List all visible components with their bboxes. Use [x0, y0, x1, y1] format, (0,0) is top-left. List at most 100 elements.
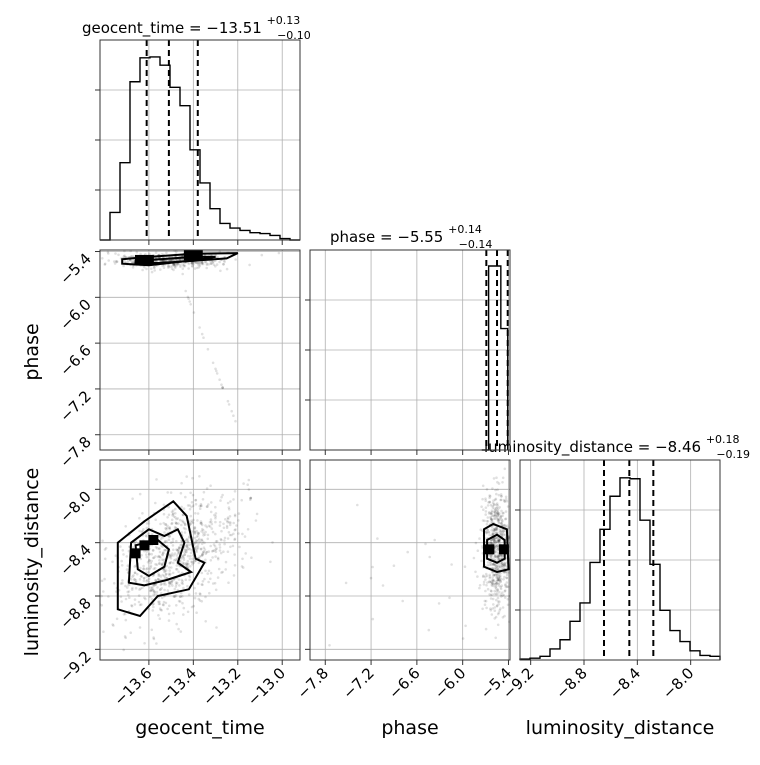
scatter-point	[494, 581, 498, 584]
scatter-point	[155, 478, 158, 481]
scatter-point	[147, 571, 150, 574]
scatter-point	[500, 520, 504, 524]
scatter-point	[180, 557, 183, 560]
scatter-point	[122, 255, 126, 258]
scatter-point	[145, 526, 149, 530]
scatter-point	[189, 491, 192, 495]
scatter-point	[168, 555, 172, 559]
scatter-point	[183, 531, 187, 534]
scatter-point	[145, 555, 149, 559]
scatter-point	[494, 511, 497, 515]
scatter-point	[204, 260, 207, 264]
scatter-point	[493, 554, 497, 558]
scatter-point	[171, 514, 174, 517]
scatter-point	[498, 539, 502, 542]
scatter-point	[499, 515, 503, 519]
scatter-point	[140, 554, 143, 557]
scatter-point	[191, 476, 194, 480]
scatter-point	[498, 539, 501, 543]
scatter-point	[495, 550, 498, 554]
scatter-point	[160, 587, 163, 590]
scatter-point	[164, 583, 167, 586]
scatter-point	[195, 547, 199, 551]
scatter-point	[133, 578, 136, 581]
scatter-point	[217, 567, 221, 571]
scatter-point	[168, 582, 171, 586]
scatter-point	[204, 569, 207, 572]
scatter-point	[174, 507, 177, 511]
scatter-point	[192, 311, 196, 314]
scatter-point	[495, 540, 498, 543]
scatter-point	[497, 554, 500, 558]
density-cell	[183, 250, 194, 261]
scatter-point	[150, 588, 153, 592]
scatter-point	[173, 264, 177, 267]
scatter-point	[427, 628, 431, 632]
scatter-point	[493, 606, 497, 609]
scatter-point	[153, 266, 156, 270]
scatter-point	[178, 584, 181, 587]
scatter-point	[192, 518, 195, 522]
scatter-point	[114, 259, 118, 263]
scatter-point	[495, 526, 498, 529]
scatter-point	[497, 577, 500, 581]
scatter-point	[195, 540, 199, 543]
scatter-point	[209, 484, 212, 488]
scatter-point	[205, 550, 209, 554]
scatter-point	[179, 491, 183, 495]
scatter-point	[156, 586, 159, 589]
scatter-point	[484, 499, 488, 503]
scatter-point	[219, 537, 223, 541]
scatter-point	[495, 509, 499, 512]
scatter-point	[500, 518, 503, 521]
scatter-point	[488, 575, 492, 578]
scatter-point	[189, 565, 192, 568]
scatter-point	[163, 588, 166, 592]
scatter-point	[356, 503, 359, 507]
panel-content	[100, 475, 274, 652]
scatter-point	[230, 533, 233, 537]
scatter-point	[157, 602, 161, 606]
scatter-point	[155, 546, 159, 550]
scatter-point	[148, 553, 151, 556]
scatter-point	[174, 594, 178, 597]
scatter-point	[176, 549, 180, 552]
scatter-point	[200, 538, 204, 541]
scatter-point	[170, 579, 173, 582]
scatter-point	[494, 572, 498, 575]
scatter-point	[139, 566, 142, 570]
scatter-point	[494, 536, 498, 540]
scatter-point	[158, 559, 161, 562]
scatter-point	[170, 554, 173, 558]
scatter-point	[140, 530, 144, 534]
scatter-point	[102, 590, 105, 593]
scatter-point	[185, 564, 188, 567]
scatter-point	[150, 628, 154, 632]
scatter-point	[182, 586, 185, 590]
scatter-point	[499, 587, 503, 591]
scatter-point	[188, 547, 192, 551]
scatter-point	[488, 500, 492, 504]
scatter-point	[512, 562, 515, 565]
scatter-point	[111, 560, 114, 564]
scatter-point	[233, 538, 236, 541]
scatter-point	[120, 559, 123, 563]
scatter-point	[158, 550, 162, 554]
scatter-point	[181, 267, 185, 271]
scatter-point	[201, 262, 205, 266]
density-cell	[192, 250, 203, 261]
scatter-point	[489, 540, 493, 543]
scatter-point	[163, 581, 166, 584]
scatter-point	[120, 600, 123, 603]
scatter-point	[186, 540, 189, 544]
scatter-point	[171, 512, 175, 516]
scatter-point	[209, 510, 213, 514]
scatter-point	[154, 501, 157, 505]
scatter-point	[175, 554, 179, 557]
scatter-point	[500, 564, 504, 567]
scatter-point	[232, 574, 236, 577]
scatter-point	[507, 594, 510, 598]
scatter-point	[157, 547, 161, 551]
scatter-point	[487, 530, 490, 534]
scatter-point	[492, 529, 496, 533]
